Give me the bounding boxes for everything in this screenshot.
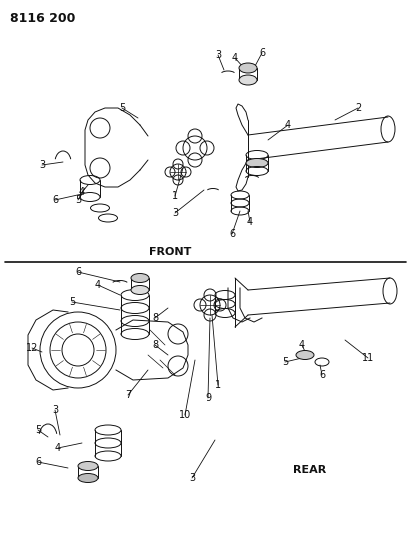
Text: 7: 7 (125, 390, 131, 400)
Text: 5: 5 (69, 297, 75, 307)
Text: 5: 5 (119, 103, 125, 113)
Text: 9: 9 (205, 393, 211, 403)
Text: 6: 6 (229, 229, 235, 239)
Text: 5: 5 (35, 425, 41, 435)
Text: 10: 10 (179, 410, 191, 420)
Text: 6: 6 (75, 267, 81, 277)
Ellipse shape (131, 286, 149, 295)
Text: 8: 8 (152, 313, 158, 323)
Text: 3: 3 (39, 160, 45, 170)
Text: FRONT: FRONT (149, 247, 191, 257)
Text: 3: 3 (215, 50, 221, 60)
Text: 8116 200: 8116 200 (10, 12, 75, 25)
Text: 6: 6 (259, 48, 265, 58)
Text: 4: 4 (285, 120, 291, 130)
Text: 6: 6 (35, 457, 41, 467)
Text: REAR: REAR (293, 465, 327, 475)
Ellipse shape (131, 273, 149, 282)
Text: 4: 4 (247, 217, 253, 227)
Text: 1: 1 (172, 191, 178, 201)
Text: 3: 3 (189, 473, 195, 483)
Text: 4: 4 (95, 280, 101, 290)
Text: 4: 4 (232, 53, 238, 63)
Text: 6: 6 (319, 370, 325, 380)
Text: 3: 3 (172, 208, 178, 218)
Text: 5: 5 (282, 357, 288, 367)
Text: 11: 11 (362, 353, 374, 363)
Text: 6: 6 (52, 195, 58, 205)
Text: 8: 8 (152, 340, 158, 350)
Ellipse shape (296, 351, 314, 359)
Text: 4: 4 (79, 187, 85, 197)
Ellipse shape (246, 158, 268, 167)
Text: 4: 4 (299, 340, 305, 350)
Text: 3: 3 (52, 405, 58, 415)
Ellipse shape (78, 462, 98, 471)
Text: 2: 2 (355, 103, 361, 113)
Text: 5: 5 (75, 195, 81, 205)
Ellipse shape (78, 473, 98, 482)
Ellipse shape (239, 75, 257, 85)
Ellipse shape (239, 63, 257, 73)
Text: 4: 4 (55, 443, 61, 453)
Text: 1: 1 (215, 380, 221, 390)
Text: 12: 12 (26, 343, 38, 353)
